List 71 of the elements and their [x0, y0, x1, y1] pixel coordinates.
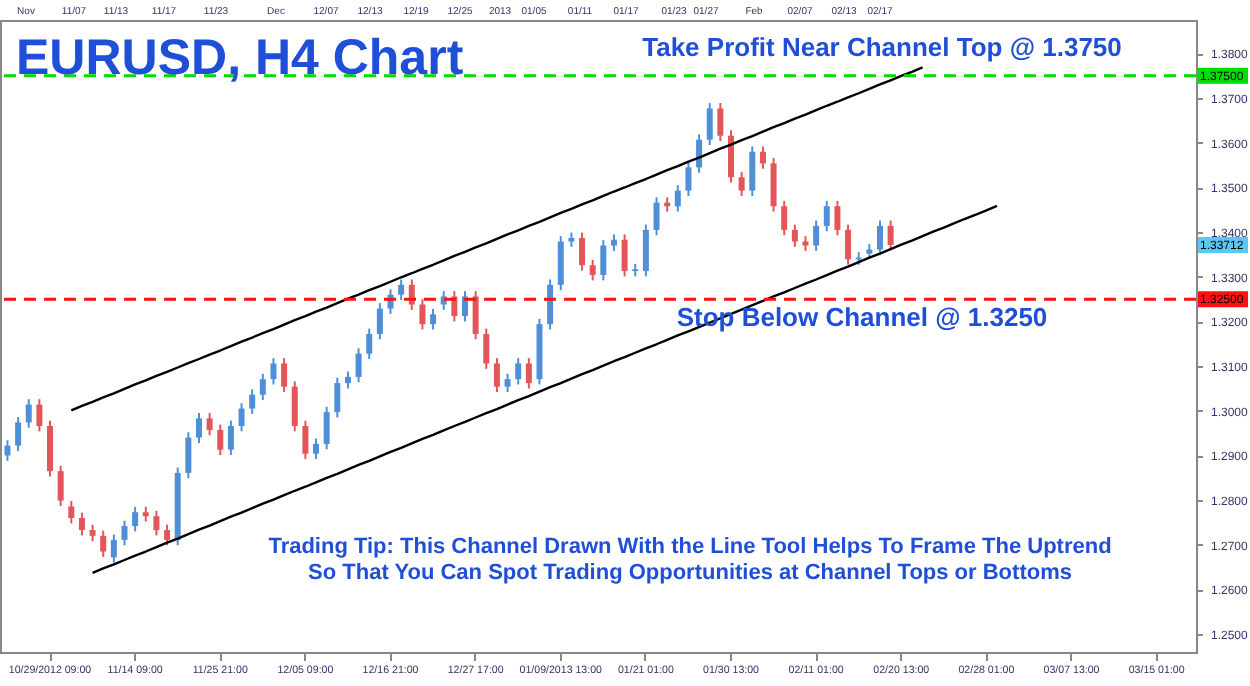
candlestick [642, 223, 649, 278]
candlestick [483, 327, 490, 370]
candlestick [674, 184, 681, 213]
candlestick [132, 505, 139, 533]
candlestick [759, 145, 766, 170]
candlestick [525, 357, 532, 390]
candlestick [738, 170, 745, 197]
candlestick [57, 464, 64, 507]
candlestick [472, 290, 479, 341]
candlestick [376, 302, 383, 341]
candlestick [653, 196, 660, 237]
candlestick [813, 219, 820, 252]
chart-title: EURUSD, H4 Chart [16, 30, 465, 86]
candlestick [291, 380, 298, 433]
candlestick [887, 219, 894, 252]
candlestick [706, 102, 713, 147]
candlestick [717, 102, 724, 143]
candlestick [153, 509, 160, 537]
candlestick [547, 278, 554, 331]
candlestick [823, 199, 830, 233]
candlestick [78, 511, 85, 537]
candlestick [770, 157, 777, 213]
candlestick [515, 357, 522, 386]
candlestick [121, 519, 128, 547]
candlestick [227, 419, 234, 457]
candlestick [259, 372, 266, 402]
candlestick [334, 376, 341, 419]
candlestick [195, 412, 202, 444]
annotation: Trading Tip: This Channel Drawn With the Line Tool Helps To Frame The Uptrend So That You Can Spot Trading Opportunities at Channel Tops or Bottoms [268, 535, 1112, 585]
candlestick [110, 533, 117, 564]
candlestick [25, 398, 32, 429]
candlestick [281, 357, 288, 394]
candlestick [323, 405, 330, 451]
candlestick [355, 347, 362, 384]
candlestick [206, 412, 213, 437]
candlestick [36, 398, 43, 433]
candlestick [440, 290, 447, 311]
candlestick [100, 529, 107, 558]
candlestick [685, 161, 692, 197]
candlestick [4, 439, 11, 462]
candlestick [366, 327, 373, 360]
candlestick [845, 223, 852, 266]
candlestick [185, 431, 192, 480]
candlestick [68, 500, 75, 525]
candlestick [270, 357, 277, 386]
candlestick [419, 298, 426, 331]
candlestick [430, 307, 437, 331]
candlestick [749, 145, 756, 197]
candlestick [557, 235, 564, 292]
candlestick [791, 223, 798, 248]
candlestick [302, 419, 309, 461]
candlestick [249, 388, 256, 415]
annotation: Take Profit Near Channel Top @ 1.3750 [642, 32, 1122, 62]
candlestick [15, 416, 22, 453]
candlestick [47, 419, 54, 478]
candlestick [217, 423, 224, 457]
candlestick [589, 258, 596, 282]
candlestick [579, 231, 586, 272]
candlestick [398, 278, 405, 302]
candlestick [461, 290, 468, 323]
candlestick [504, 372, 511, 394]
candlestick [781, 199, 788, 237]
candlestick [238, 402, 245, 433]
candlestick [876, 219, 883, 256]
candlestick [493, 357, 500, 394]
candlestick [834, 199, 841, 237]
candlestick [313, 437, 320, 461]
candlestick [621, 233, 628, 278]
candlestick [600, 239, 607, 282]
candlestick [164, 523, 171, 547]
candlestick [728, 129, 735, 184]
